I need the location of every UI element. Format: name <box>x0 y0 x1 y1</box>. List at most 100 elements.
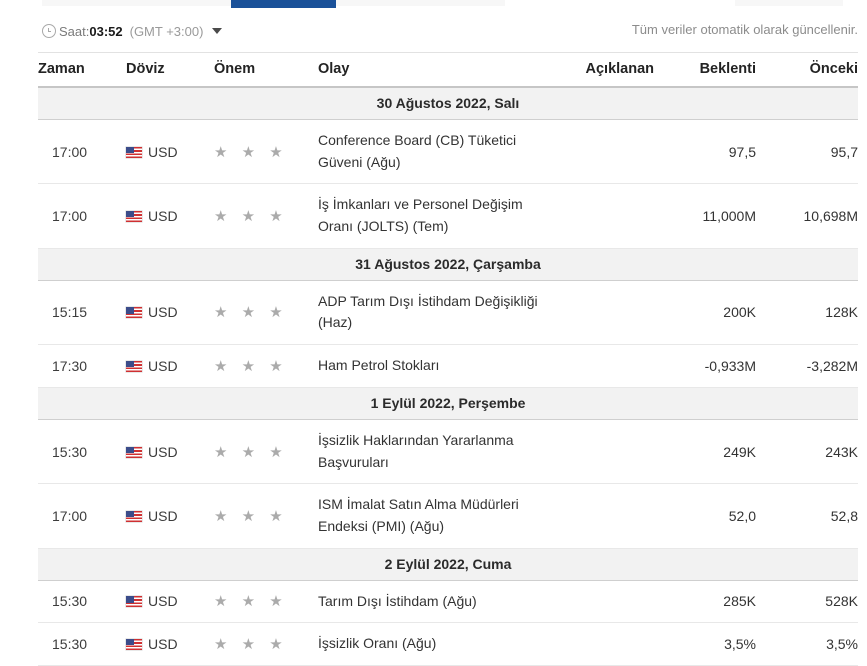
cell-importance[interactable]: ★ ★ ★ <box>214 119 318 185</box>
column-header-olay[interactable]: Olay <box>318 52 542 88</box>
cell-forecast: -0,933M <box>654 344 756 388</box>
column-header-onceki[interactable]: Önceki <box>756 52 858 88</box>
us-flag-icon <box>126 596 142 608</box>
currency-label: USD <box>148 443 178 460</box>
tab-inactive-left[interactable] <box>42 0 231 6</box>
cell-forecast: 3,5% <box>654 622 756 666</box>
table-row[interactable]: 17:00 USD ★ ★ ★ ISM İmalat Satın Alma Müdür… <box>38 483 858 549</box>
column-header-aciklanan[interactable]: Açıklanan <box>542 52 654 88</box>
currency-label: USD <box>148 636 178 653</box>
cell-event-name[interactable]: Tarım Dışı İstihdam (Ağu) <box>318 580 542 624</box>
importance-stars-icon: ★ ★ ★ <box>214 443 288 461</box>
clock-time-group[interactable]: Saat: 03:52 (GMT +3:00) <box>42 18 223 44</box>
date-separator-row: 2 Eylül 2022, Cuma <box>38 547 858 581</box>
date-separator-label: 30 Ağustos 2022, Salı <box>38 86 858 120</box>
cell-actual <box>542 419 654 485</box>
column-header-doviz[interactable]: Döviz <box>126 52 214 88</box>
cell-event-name[interactable]: ISM İmalat Satın Alma Müdürleri Endeksi … <box>318 483 542 549</box>
importance-stars-icon: ★ ★ ★ <box>214 593 288 611</box>
tab-strip <box>0 0 867 8</box>
cell-importance[interactable]: ★ ★ ★ <box>214 483 318 549</box>
date-separator-label: 1 Eylül 2022, Perşembe <box>38 386 858 420</box>
currency-label: USD <box>148 507 178 524</box>
cell-event-name[interactable]: İş İmkanları ve Personel Değişim Oranı (… <box>318 183 542 249</box>
date-separator-row: 30 Ağustos 2022, Salı <box>38 86 858 120</box>
table-row[interactable]: 17:00 USD ★ ★ ★ İş İmkanları ve Personel De… <box>38 183 858 249</box>
cell-forecast: 200K <box>654 280 756 346</box>
table-row[interactable]: 17:30 USD ★ ★ ★ Ham Petrol Stokları -0,933M -… <box>38 344 858 388</box>
us-flag-icon <box>126 146 142 158</box>
cell-previous: 243K <box>756 419 858 485</box>
table-body: 30 Ağustos 2022, Salı 17:00 USD ★ ★ ★ Confer… <box>38 86 858 666</box>
us-flag-icon <box>126 307 142 319</box>
us-flag-icon <box>126 510 142 522</box>
cell-currency: USD <box>126 483 214 549</box>
cell-actual <box>542 580 654 624</box>
importance-stars-icon: ★ ★ ★ <box>214 636 288 654</box>
cell-event-name[interactable]: ADP Tarım Dışı İstihdam Değişikliği (Haz… <box>318 280 542 346</box>
importance-stars-icon: ★ ★ ★ <box>214 304 288 322</box>
cell-importance[interactable]: ★ ★ ★ <box>214 580 318 624</box>
cell-currency: USD <box>126 280 214 346</box>
meta-bar: Saat: 03:52 (GMT +3:00) Tüm veriler otom… <box>42 18 858 44</box>
cell-currency: USD <box>126 419 214 485</box>
cell-importance[interactable]: ★ ★ ★ <box>214 622 318 666</box>
table-row[interactable]: 15:30 USD ★ ★ ★ İşsizlik Haklarından Yararl… <box>38 419 858 485</box>
us-flag-icon <box>126 446 142 458</box>
cell-importance[interactable]: ★ ★ ★ <box>214 419 318 485</box>
table-head: Zaman Döviz Önem Olay Açıklanan Beklenti… <box>38 52 858 88</box>
currency-label: USD <box>148 208 178 225</box>
calendar-table: Zaman Döviz Önem Olay Açıklanan Beklenti… <box>38 52 858 666</box>
importance-stars-icon: ★ ★ ★ <box>214 507 288 525</box>
date-separator-row: 31 Ağustos 2022, Çarşamba <box>38 247 858 281</box>
cell-previous: 528K <box>756 580 858 624</box>
cell-time: 15:30 <box>38 580 126 624</box>
cell-actual <box>542 622 654 666</box>
cell-forecast: 11,000M <box>654 183 756 249</box>
importance-stars-icon: ★ ★ ★ <box>214 357 288 375</box>
tab-active[interactable] <box>231 0 336 8</box>
cell-forecast: 249K <box>654 419 756 485</box>
table-row[interactable]: 15:15 USD ★ ★ ★ ADP Tarım Dışı İstihdam Değ… <box>38 280 858 346</box>
column-header-onem[interactable]: Önem <box>214 52 318 88</box>
currency-label: USD <box>148 143 178 160</box>
clock-icon <box>42 24 56 38</box>
table-row[interactable]: 15:30 USD ★ ★ ★ Tarım Dışı İstihdam (Ağu) 28… <box>38 580 858 624</box>
cell-forecast: 97,5 <box>654 119 756 185</box>
date-separator-label: 31 Ağustos 2022, Çarşamba <box>38 247 858 281</box>
cell-previous: 10,698M <box>756 183 858 249</box>
cell-importance[interactable]: ★ ★ ★ <box>214 183 318 249</box>
us-flag-icon <box>126 360 142 372</box>
tab-inactive-mid[interactable] <box>336 0 505 6</box>
table-row[interactable]: 17:00 USD ★ ★ ★ Conference Board (CB) Tüket… <box>38 119 858 185</box>
cell-previous: -3,282M <box>756 344 858 388</box>
cell-time: 15:30 <box>38 419 126 485</box>
cell-time: 15:30 <box>38 622 126 666</box>
cell-actual <box>542 280 654 346</box>
cell-event-name[interactable]: İşsizlik Oranı (Ağu) <box>318 622 542 666</box>
chevron-down-icon[interactable] <box>212 28 223 34</box>
cell-currency: USD <box>126 119 214 185</box>
cell-importance[interactable]: ★ ★ ★ <box>214 280 318 346</box>
column-header-beklenti[interactable]: Beklenti <box>654 52 756 88</box>
us-flag-icon <box>126 639 142 651</box>
cell-previous: 3,5% <box>756 622 858 666</box>
cell-actual <box>542 183 654 249</box>
cell-forecast: 285K <box>654 580 756 624</box>
cell-currency: USD <box>126 580 214 624</box>
cell-event-name[interactable]: Conference Board (CB) Tüketici Güveni (A… <box>318 119 542 185</box>
cell-currency: USD <box>126 183 214 249</box>
column-header-zaman[interactable]: Zaman <box>38 52 126 88</box>
economic-calendar: Zaman Döviz Önem Olay Açıklanan Beklenti… <box>38 52 858 666</box>
cell-previous: 52,8 <box>756 483 858 549</box>
cell-forecast: 52,0 <box>654 483 756 549</box>
tab-inactive-right[interactable] <box>735 0 843 6</box>
date-separator-label: 2 Eylül 2022, Cuma <box>38 547 858 581</box>
cell-importance[interactable]: ★ ★ ★ <box>214 344 318 388</box>
header-row: Zaman Döviz Önem Olay Açıklanan Beklenti… <box>38 52 858 88</box>
saat-label: Saat: <box>59 23 90 39</box>
cell-actual <box>542 483 654 549</box>
table-row[interactable]: 15:30 USD ★ ★ ★ İşsizlik Oranı (Ağu) 3,5% 3,5… <box>38 622 858 666</box>
cell-event-name[interactable]: İşsizlik Haklarından Yararlanma Başvurul… <box>318 419 542 485</box>
cell-event-name[interactable]: Ham Petrol Stokları <box>318 344 542 388</box>
